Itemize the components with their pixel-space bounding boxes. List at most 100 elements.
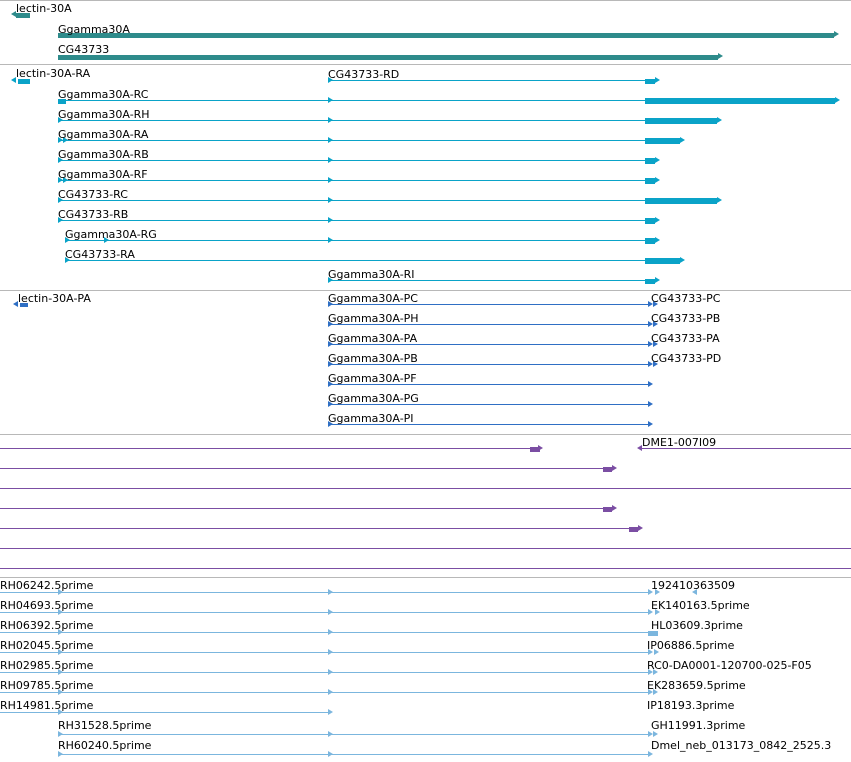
ests-track-divider <box>0 577 851 578</box>
transcripts-feature-label[interactable]: CG43733-RA <box>65 248 135 261</box>
arrow-marker-icon <box>328 669 333 675</box>
transcripts-feature-label[interactable]: Ggamma30A-RI <box>328 268 415 281</box>
cds-feature[interactable] <box>0 360 851 370</box>
arrow-marker-icon <box>655 277 660 283</box>
mrna-feature[interactable] <box>0 116 851 126</box>
est-feature[interactable] <box>0 750 851 760</box>
est-feature[interactable] <box>0 708 851 718</box>
mrna-feature[interactable] <box>0 256 851 266</box>
ests-feature-label[interactable]: IP18193.3prime <box>647 699 735 712</box>
ests-feature-label[interactable]: RC0-DA0001-120700-025-F05 <box>647 659 812 672</box>
clones-feature-label[interactable]: DME1-007I09 <box>642 436 717 449</box>
arrow-marker-icon <box>328 709 333 715</box>
proteins-feature-label[interactable]: Ggamma30A-PI <box>328 412 414 425</box>
arrow-marker-icon <box>328 689 333 695</box>
arrow-marker-icon <box>58 649 63 655</box>
proteins-feature-label[interactable]: Ggamma30A-PB <box>328 352 418 365</box>
ests-feature-label[interactable]: RH31528.5prime <box>58 719 152 732</box>
clone-feature[interactable] <box>0 524 851 534</box>
arrow-marker-icon <box>328 157 333 163</box>
ests-feature-label[interactable]: RH02045.5prime <box>0 639 94 652</box>
ests-feature-label[interactable]: RH06392.5prime <box>0 619 94 632</box>
proteins-feature-label[interactable]: Ggamma30A-PG <box>328 392 419 405</box>
proteins-feature-label[interactable]: CG43733-PD <box>651 352 722 365</box>
transcripts-feature-label[interactable]: Ggamma30A-RF <box>58 168 148 181</box>
transcripts-feature-label[interactable]: Ggamma30A-RG <box>65 228 157 241</box>
transcripts-feature-label[interactable]: CG43733-RC <box>58 188 128 201</box>
transcripts-feature-label[interactable]: lectin-30A-RA <box>16 67 91 80</box>
transcripts-feature-label[interactable]: Ggamma30A-RB <box>58 148 149 161</box>
est-feature[interactable] <box>0 668 851 678</box>
genes-feature-label[interactable]: CG43733 <box>58 43 110 56</box>
clone-feature[interactable] <box>0 444 851 454</box>
mrna-feature[interactable] <box>0 216 851 226</box>
transcripts-feature-label[interactable]: Ggamma30A-RA <box>58 128 149 141</box>
arrow-marker-icon <box>328 97 333 103</box>
ests-feature-label[interactable]: RH02985.5prime <box>0 659 94 672</box>
clone-feature[interactable] <box>0 564 851 574</box>
cds-feature[interactable] <box>0 420 851 430</box>
clone-feature[interactable] <box>0 504 851 514</box>
proteins-feature-label[interactable]: lectin-30A-PA <box>18 292 91 305</box>
proteins-feature-label[interactable]: CG43733-PB <box>651 312 721 325</box>
clone-feature[interactable] <box>0 444 851 454</box>
mrna-feature[interactable] <box>0 236 851 246</box>
cds-feature[interactable] <box>0 300 851 310</box>
gene-feature[interactable] <box>0 10 851 20</box>
ests-feature-label[interactable]: RH04693.5prime <box>0 599 94 612</box>
proteins-feature-label[interactable]: Ggamma30A-PF <box>328 372 417 385</box>
mrna-feature[interactable] <box>0 156 851 166</box>
est-feature[interactable] <box>0 608 851 618</box>
cds-feature[interactable] <box>0 340 851 350</box>
proteins-feature-label[interactable]: CG43733-PA <box>651 332 720 345</box>
gene-feature[interactable] <box>0 52 851 62</box>
est-feature[interactable] <box>0 730 851 740</box>
proteins-feature-label[interactable]: Ggamma30A-PH <box>328 312 419 325</box>
arrow-marker-icon <box>638 525 643 531</box>
arrow-marker-icon <box>653 321 658 327</box>
ests-feature-label[interactable]: Dmel_neb_013173_0842_2525.3 <box>651 739 832 752</box>
proteins-feature-label[interactable]: Ggamma30A-PC <box>328 292 418 305</box>
est-feature[interactable] <box>0 628 851 638</box>
ests-feature-label[interactable]: RH14981.5prime <box>0 699 94 712</box>
transcripts-feature-label[interactable]: Ggamma30A-RC <box>58 88 149 101</box>
cds-feature[interactable] <box>0 400 851 410</box>
mrna-feature[interactable] <box>0 96 851 106</box>
transcripts-feature-label[interactable]: CG43733-RB <box>58 208 129 221</box>
mrna-feature[interactable] <box>0 76 851 86</box>
genes-feature-label[interactable]: lectin-30A <box>16 2 72 15</box>
transcripts-feature-label[interactable]: Ggamma30A-RH <box>58 108 150 121</box>
ests-feature-label[interactable]: EK140163.5prime <box>651 599 750 612</box>
cds-feature[interactable] <box>0 320 851 330</box>
block-icon <box>645 238 655 244</box>
clone-feature[interactable] <box>0 544 851 554</box>
ests-feature-label[interactable]: EK283659.5prime <box>647 679 746 692</box>
ests-feature-label[interactable]: GH11991.3prime <box>651 719 746 732</box>
genes-feature-label[interactable]: Ggamma30A <box>58 23 130 36</box>
cds-feature[interactable] <box>0 380 851 390</box>
ests-feature-label[interactable]: RH60240.5prime <box>58 739 152 752</box>
line-icon <box>0 712 328 713</box>
ests-feature-label[interactable]: RH09785.5prime <box>0 679 94 692</box>
proteins-feature-label[interactable]: Ggamma30A-PA <box>328 332 418 345</box>
est-feature[interactable] <box>0 648 851 658</box>
line-icon <box>58 140 645 141</box>
clone-feature[interactable] <box>0 464 851 474</box>
gene-feature[interactable] <box>0 30 851 40</box>
est-feature[interactable] <box>0 688 851 698</box>
proteins-feature-label[interactable]: CG43733-PC <box>651 292 721 305</box>
ests-feature-label[interactable]: HL03609.3prime <box>651 619 743 632</box>
mrna-feature[interactable] <box>0 76 851 86</box>
ests-feature-label[interactable]: RH06242.5prime <box>0 579 94 592</box>
mrna-feature[interactable] <box>0 136 851 146</box>
cds-feature[interactable] <box>0 300 851 310</box>
ests-feature-label[interactable]: 192410363509 <box>651 579 735 592</box>
mrna-feature[interactable] <box>0 276 851 286</box>
clone-feature[interactable] <box>0 484 851 494</box>
transcripts-feature-label[interactable]: CG43733-RD <box>328 68 400 81</box>
ests-feature-label[interactable]: IP06886.5prime <box>647 639 735 652</box>
arrow-marker-icon <box>653 301 658 307</box>
est-feature[interactable] <box>0 588 851 598</box>
mrna-feature[interactable] <box>0 196 851 206</box>
mrna-feature[interactable] <box>0 176 851 186</box>
